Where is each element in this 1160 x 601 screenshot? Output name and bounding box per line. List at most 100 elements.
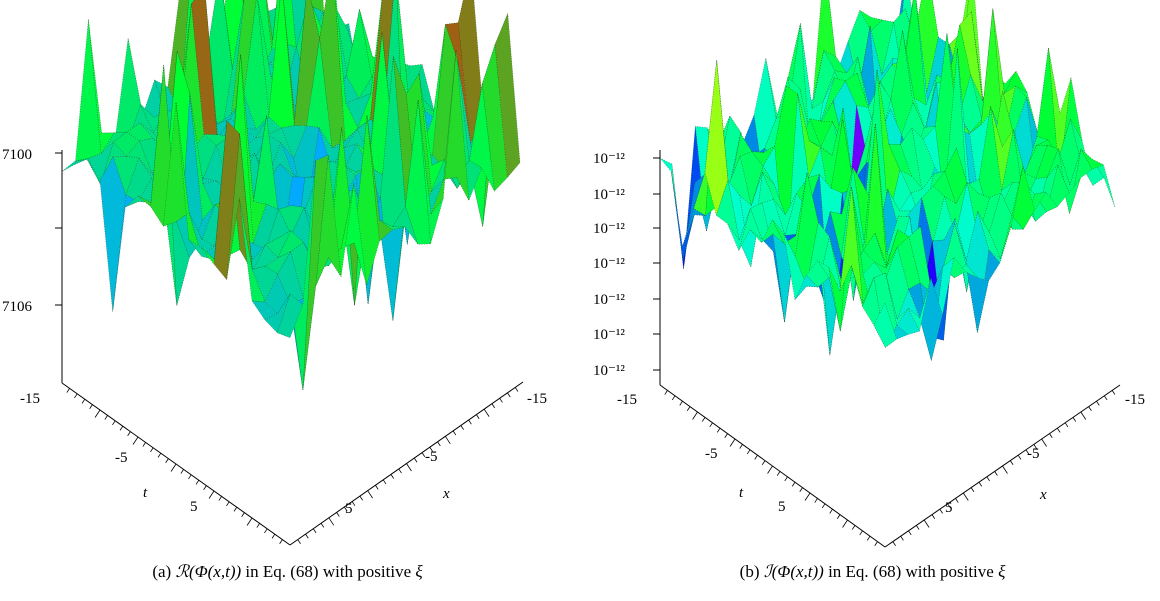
axis-minor-tick <box>119 425 124 431</box>
surface-facet <box>356 32 383 167</box>
axis-minor-tick <box>328 517 335 526</box>
axis-minor-tick <box>842 519 848 528</box>
surface-facet <box>783 172 808 257</box>
surface-facet <box>1025 135 1049 175</box>
axis-minor-tick <box>305 533 309 539</box>
caption-b-suffix: in Eq. (68) with positive <box>828 562 994 581</box>
surface-facet <box>357 0 383 129</box>
axis-minor-tick <box>947 503 951 509</box>
surface-facet <box>921 185 945 244</box>
axis-minor-tick <box>729 438 736 447</box>
axis-minor-tick <box>1088 406 1092 411</box>
z-tick-label-b: 10⁻¹² <box>593 327 625 343</box>
surface-facet <box>341 183 367 285</box>
surface-facet <box>908 282 932 361</box>
surface-facet <box>419 24 446 156</box>
surface-mesh-b <box>659 0 1116 361</box>
caption-a-suffix: in Eq. (68) with positive <box>245 562 412 581</box>
t-tick-label-b-2: 5 <box>778 499 786 515</box>
surface-facet <box>306 38 333 148</box>
surface-facet <box>265 230 292 259</box>
axis-minor-tick <box>112 420 116 426</box>
surface-facet <box>482 44 508 192</box>
surface-facet <box>392 205 418 245</box>
axis-minor-tick <box>978 481 983 487</box>
caption-a-expression: ℛ(Φ(x,t)) <box>175 562 242 581</box>
surface-facet <box>253 115 280 221</box>
axis-minor-tick <box>514 387 519 392</box>
surface-facet <box>213 120 240 281</box>
surface-facet <box>87 141 115 185</box>
axis-minor-tick <box>746 449 751 455</box>
axis-minor-tick <box>203 485 207 490</box>
surface-facet <box>728 155 752 207</box>
axis-minor-tick <box>836 514 841 519</box>
z-tick-label-b: 10⁻¹² <box>593 292 625 308</box>
surface-facet <box>839 186 863 304</box>
axis-minor-tick <box>507 392 511 398</box>
axis-minor-tick <box>671 395 676 401</box>
axis-minor-tick <box>761 460 766 465</box>
axis-minor-tick <box>923 519 930 528</box>
surface-facet <box>762 172 786 215</box>
axis-minor-tick <box>413 457 418 463</box>
surface-facet <box>876 69 901 220</box>
axis-minor-tick <box>724 433 728 438</box>
x-tick-label-a-0: -15 <box>527 391 547 407</box>
surface-facet <box>900 127 924 199</box>
surface-facet <box>753 58 778 194</box>
surface-facet <box>751 145 776 167</box>
panel-b: 10⁻¹² 10⁻¹² 10⁻¹² 10⁻¹² 10⁻¹² 10⁻¹² 10⁻¹² -15 … <box>585 0 1160 601</box>
surface-facet <box>989 192 1013 260</box>
surface-facet <box>240 54 267 244</box>
surface-facet <box>965 263 989 333</box>
t-tick-label-b-1: -5 <box>705 446 718 462</box>
axis-minor-tick <box>429 446 433 452</box>
surface-facet <box>947 115 971 195</box>
axis-minor-tick <box>821 503 826 509</box>
axis-minor-tick <box>170 463 177 472</box>
surface-facet <box>469 83 495 192</box>
surface-mesh-a <box>61 0 521 391</box>
surface-facet <box>1059 77 1083 181</box>
surface-facet <box>251 300 278 320</box>
axis-minor-tick <box>421 452 426 458</box>
surface-facet <box>874 246 898 279</box>
surface-facet <box>774 85 798 275</box>
axis-minor-tick <box>1025 449 1030 455</box>
axis-minor-tick <box>804 492 811 501</box>
surface-facet <box>990 106 1014 191</box>
z-tick-label-b: 10⁻¹² <box>593 363 625 379</box>
surface-facet <box>885 273 909 326</box>
surface-facet <box>1003 70 1028 94</box>
axis-minor-tick <box>233 506 238 512</box>
axis-minor-tick <box>754 454 758 460</box>
z-tick-label-a-1: 7106 <box>2 299 33 315</box>
surface-facet <box>61 158 88 172</box>
surface-facet <box>955 182 979 292</box>
axis-minor-tick <box>208 490 215 499</box>
x-axis-label-b: x <box>1039 487 1047 503</box>
axis-minor-tick <box>188 474 192 480</box>
surface-facet <box>277 293 304 391</box>
t-axis-label-b: t <box>739 485 744 501</box>
t-axis-label-a: t <box>143 485 148 501</box>
axis-minor-tick <box>104 415 108 420</box>
axis-minor-tick <box>664 390 668 395</box>
axis-minor-tick <box>94 409 101 418</box>
axis-minor-tick <box>132 436 139 445</box>
axis-minor-tick <box>218 496 222 501</box>
surface-facet <box>821 101 845 148</box>
surface-facet <box>189 93 216 221</box>
axis-ticks-b <box>664 390 1116 546</box>
z-ticks-b: 10⁻¹² 10⁻¹² 10⁻¹² 10⁻¹² 10⁻¹² 10⁻¹² 10⁻¹² <box>593 151 660 379</box>
axis-minor-tick <box>686 406 691 411</box>
axis-minor-tick <box>829 508 833 514</box>
surface-facet <box>728 133 753 198</box>
t-tick-label-a-1: -5 <box>115 450 128 466</box>
axis-minor-tick <box>866 535 871 541</box>
surface-facet <box>1080 148 1104 170</box>
axis-minor-tick <box>460 425 464 430</box>
axis-minor-tick <box>246 517 253 526</box>
